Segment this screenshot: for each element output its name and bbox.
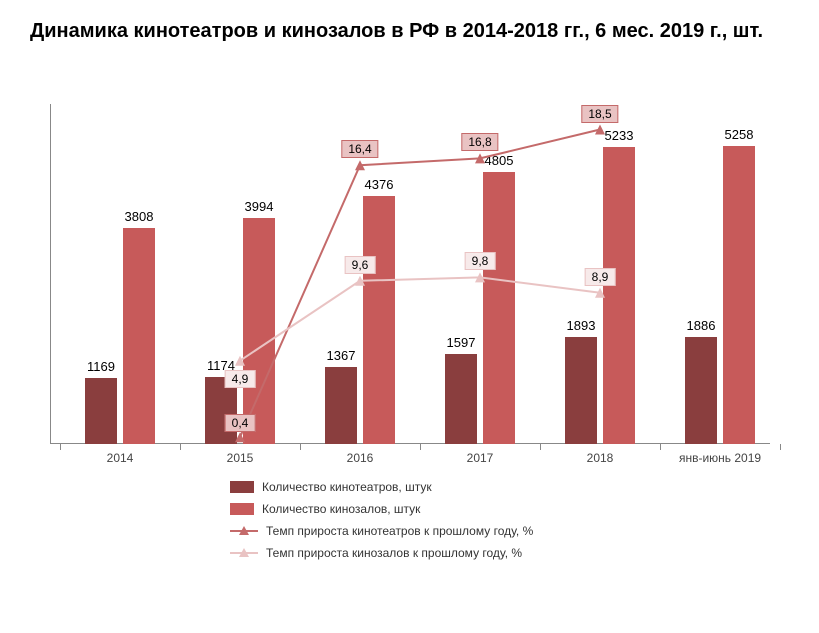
bar-value-label: 1367 <box>327 348 356 363</box>
x-axis-label: 2015 <box>227 451 254 465</box>
bar <box>483 172 515 444</box>
bar <box>325 367 357 444</box>
chart-container: Динамика кинотеатров и кинозалов в РФ в … <box>0 0 819 633</box>
legend-label: Количество кинозалов, штук <box>262 502 420 516</box>
legend-item: Темп прироста кинотеатров к прошлому год… <box>230 524 789 538</box>
x-axis-label: 2016 <box>347 451 374 465</box>
line-overlay <box>50 104 770 444</box>
line-value-label: 0,4 <box>225 414 256 432</box>
legend-item: Темп прироста кинозалов к прошлому году,… <box>230 546 789 560</box>
legend-line-icon <box>230 530 258 532</box>
legend-swatch <box>230 481 254 493</box>
bar-value-label: 1893 <box>567 318 596 333</box>
x-tick <box>660 444 661 450</box>
bar <box>363 196 395 444</box>
x-axis-label: 2017 <box>467 451 494 465</box>
bar-value-label: 5233 <box>605 128 634 143</box>
bar-value-label: 1597 <box>447 335 476 350</box>
legend-label: Количество кинотеатров, штук <box>262 480 432 494</box>
bar <box>123 228 155 444</box>
bar <box>565 337 597 444</box>
x-tick <box>60 444 61 450</box>
x-tick <box>420 444 421 450</box>
legend-item: Количество кинотеатров, штук <box>230 480 789 494</box>
legend: Количество кинотеатров, штук Количество к… <box>30 480 789 560</box>
bar-value-label: 5258 <box>725 127 754 142</box>
x-tick <box>540 444 541 450</box>
growth-line <box>240 130 600 438</box>
legend-swatch <box>230 503 254 515</box>
line-value-label: 16,4 <box>341 140 378 158</box>
line-value-label: 16,8 <box>461 133 498 151</box>
bar-value-label: 1886 <box>687 318 716 333</box>
x-axis-label: 2018 <box>587 451 614 465</box>
legend-line-icon <box>230 552 258 554</box>
bar <box>243 218 275 444</box>
bar-value-label: 3994 <box>245 199 274 214</box>
bar <box>603 147 635 444</box>
line-marker <box>355 160 365 170</box>
bar <box>85 378 117 444</box>
plot-area: 20142015201620172018янв-июнь 20191169117… <box>50 104 770 444</box>
line-marker <box>475 153 485 163</box>
x-tick <box>180 444 181 450</box>
bar <box>723 146 755 444</box>
bar <box>445 354 477 444</box>
line-value-label: 18,5 <box>581 105 618 123</box>
x-tick <box>780 444 781 450</box>
line-value-label: 9,8 <box>465 252 496 270</box>
line-marker <box>595 125 605 135</box>
bar-value-label: 4805 <box>485 153 514 168</box>
x-axis-label: янв-июнь 2019 <box>679 451 761 465</box>
y-axis <box>50 104 51 444</box>
growth-line <box>240 277 600 360</box>
line-value-label: 9,6 <box>345 256 376 274</box>
x-axis-label: 2014 <box>107 451 134 465</box>
line-value-label: 4,9 <box>225 370 256 388</box>
legend-item: Количество кинозалов, штук <box>230 502 789 516</box>
chart-title: Динамика кинотеатров и кинозалов в РФ в … <box>30 18 789 44</box>
x-axis <box>50 443 770 444</box>
bar-value-label: 1169 <box>87 359 115 374</box>
legend-label: Темп прироста кинозалов к прошлому году,… <box>266 546 522 560</box>
x-tick <box>300 444 301 450</box>
line-value-label: 8,9 <box>585 268 616 286</box>
bar-value-label: 4376 <box>365 177 394 192</box>
bar-value-label: 3808 <box>125 209 154 224</box>
legend-label: Темп прироста кинотеатров к прошлому год… <box>266 524 533 538</box>
bar <box>685 337 717 444</box>
